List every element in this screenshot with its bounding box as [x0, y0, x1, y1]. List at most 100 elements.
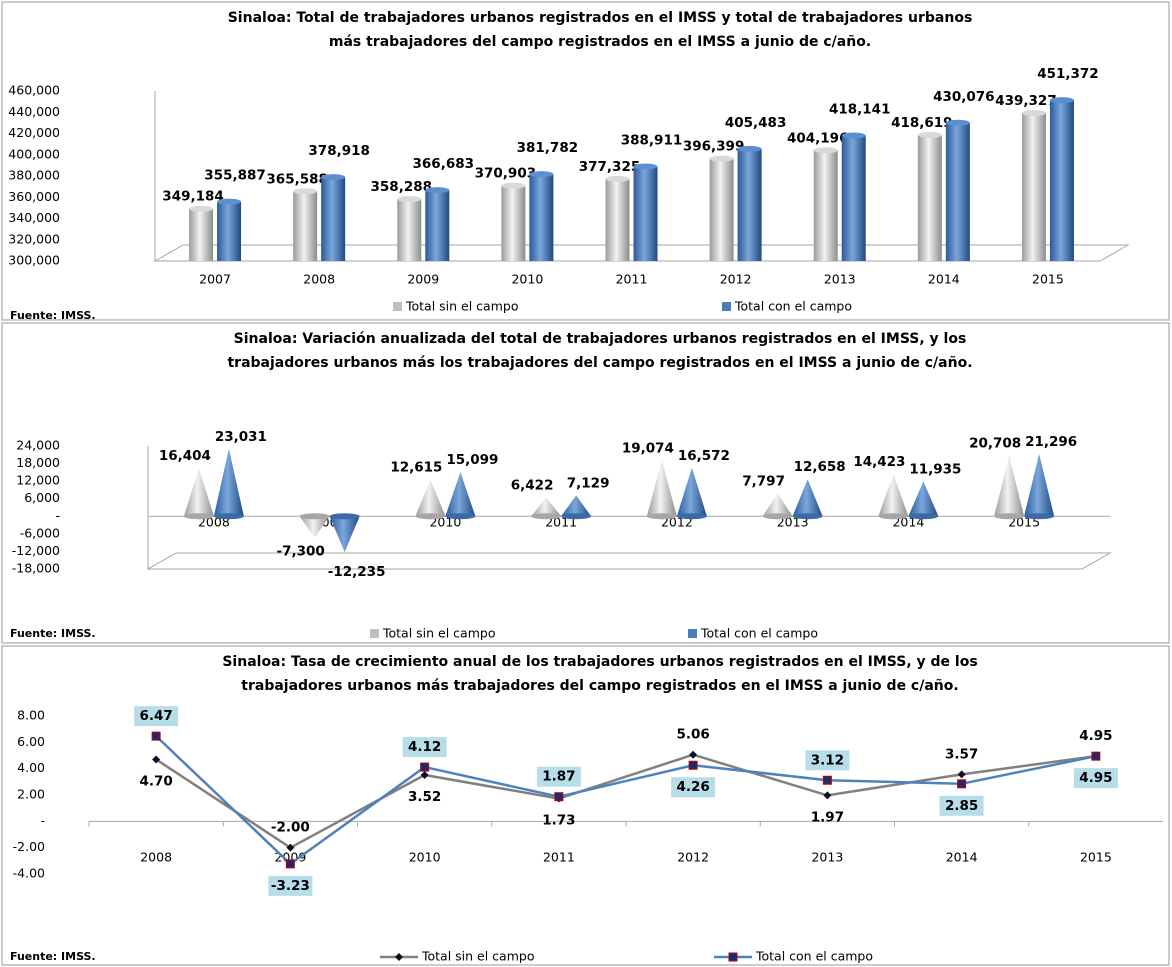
bar-base [762, 513, 793, 520]
legend-swatch [688, 629, 697, 638]
bar [501, 185, 526, 261]
bar-base [299, 513, 330, 520]
legend-swatch [370, 629, 379, 638]
bar-cap [605, 175, 630, 182]
bar [531, 497, 562, 517]
y-tick-label: 400,000 [8, 146, 60, 161]
point [823, 791, 832, 800]
value-label: 404,196 [787, 130, 849, 146]
bar-base [213, 513, 244, 520]
x-tick-label: 2014 [946, 850, 978, 865]
chart-title: Sinaloa: Variación anualizada del total … [234, 331, 967, 347]
value-label: -3.23 [271, 878, 310, 894]
value-label: 365,588 [266, 171, 328, 187]
bar-cap [813, 147, 838, 154]
bar-cap [529, 171, 554, 178]
value-label: 7,129 [567, 475, 610, 491]
legend-swatch [393, 302, 402, 311]
x-tick-label: 2009 [274, 850, 306, 865]
value-label: -7,300 [276, 544, 324, 560]
value-label: 1.97 [811, 809, 844, 825]
value-label: 418,619 [891, 115, 953, 131]
bar-cap [945, 119, 970, 126]
bar-base [646, 513, 677, 520]
value-label: 396,399 [683, 139, 745, 155]
y-tick-label: 340,000 [8, 210, 60, 225]
value-label: 451,372 [1037, 66, 1099, 82]
bar-base [994, 513, 1025, 520]
bar [994, 455, 1025, 517]
y-tick-label: 300,000 [8, 253, 60, 268]
line [155, 735, 1097, 866]
point [285, 859, 295, 869]
value-label: 23,031 [215, 429, 267, 445]
bar [213, 448, 244, 517]
point [152, 755, 161, 764]
bar [676, 467, 707, 517]
bar-cap [633, 163, 658, 170]
bar [561, 495, 592, 517]
bar [445, 472, 476, 517]
value-label: 3.52 [408, 789, 441, 805]
bar [415, 479, 446, 517]
x-tick-label: 2013 [824, 272, 856, 287]
x-tick-label: 2009 [407, 272, 439, 287]
value-label: 430,076 [933, 89, 995, 105]
bar-cap [841, 132, 866, 139]
y-tick-label: 8.00 [17, 708, 45, 723]
legend-label: Total con el campo [734, 299, 852, 314]
x-tick-label: 2014 [928, 272, 960, 287]
value-label: 6,422 [511, 477, 554, 493]
value-label: 4.95 [1079, 728, 1112, 744]
bar-cap [425, 187, 450, 194]
value-label: 439,327 [995, 93, 1057, 109]
bar [945, 122, 970, 261]
x-tick-label: 2012 [677, 850, 709, 865]
value-label: 1.87 [542, 769, 575, 785]
bar-base [445, 513, 476, 520]
point [554, 792, 564, 802]
y-tick-label: -2.00 [13, 839, 45, 854]
x-tick-label: 2010 [409, 850, 441, 865]
value-label: 12,658 [794, 459, 846, 475]
point [957, 770, 966, 779]
value-label: 349,184 [162, 189, 224, 205]
value-label: 16,572 [678, 448, 730, 464]
point [957, 779, 967, 789]
point [420, 770, 429, 779]
value-label: 2.85 [945, 798, 978, 814]
value-label: 15,099 [446, 452, 498, 468]
bar [529, 174, 554, 261]
value-label: 6.47 [139, 708, 172, 724]
value-label: -12,235 [328, 564, 386, 580]
value-label: 14,423 [853, 454, 905, 470]
panel-frame [1, 1, 1170, 321]
bar [293, 191, 318, 261]
bar-base [329, 513, 360, 520]
bar-cap [917, 131, 942, 138]
bar [646, 460, 677, 517]
bar [737, 148, 762, 261]
legend-label: Total sin el campo [382, 626, 495, 641]
value-label: 16,404 [159, 448, 211, 464]
bar-cap [321, 174, 346, 181]
chart-title: trabajadores urbanos más trabajadores de… [241, 678, 958, 694]
bar-cap [501, 182, 526, 189]
value-label: 377,325 [579, 159, 641, 175]
value-label-box [268, 875, 313, 896]
source-note: Fuente: IMSS. [10, 309, 96, 322]
value-label: 388,911 [621, 133, 683, 149]
value-label-box [939, 795, 984, 816]
bar-base [561, 513, 592, 520]
bar-base [792, 513, 823, 520]
source-note: Fuente: IMSS. [10, 627, 96, 640]
y-tick-label: 4.00 [17, 760, 45, 775]
value-label: 378,918 [308, 143, 370, 159]
bar [878, 474, 909, 517]
value-label: 20,708 [969, 436, 1021, 452]
value-label: 4.12 [408, 739, 441, 755]
bar [762, 493, 793, 517]
legend-label: Total sin el campo [405, 299, 518, 314]
value-label: 7,797 [742, 473, 785, 489]
